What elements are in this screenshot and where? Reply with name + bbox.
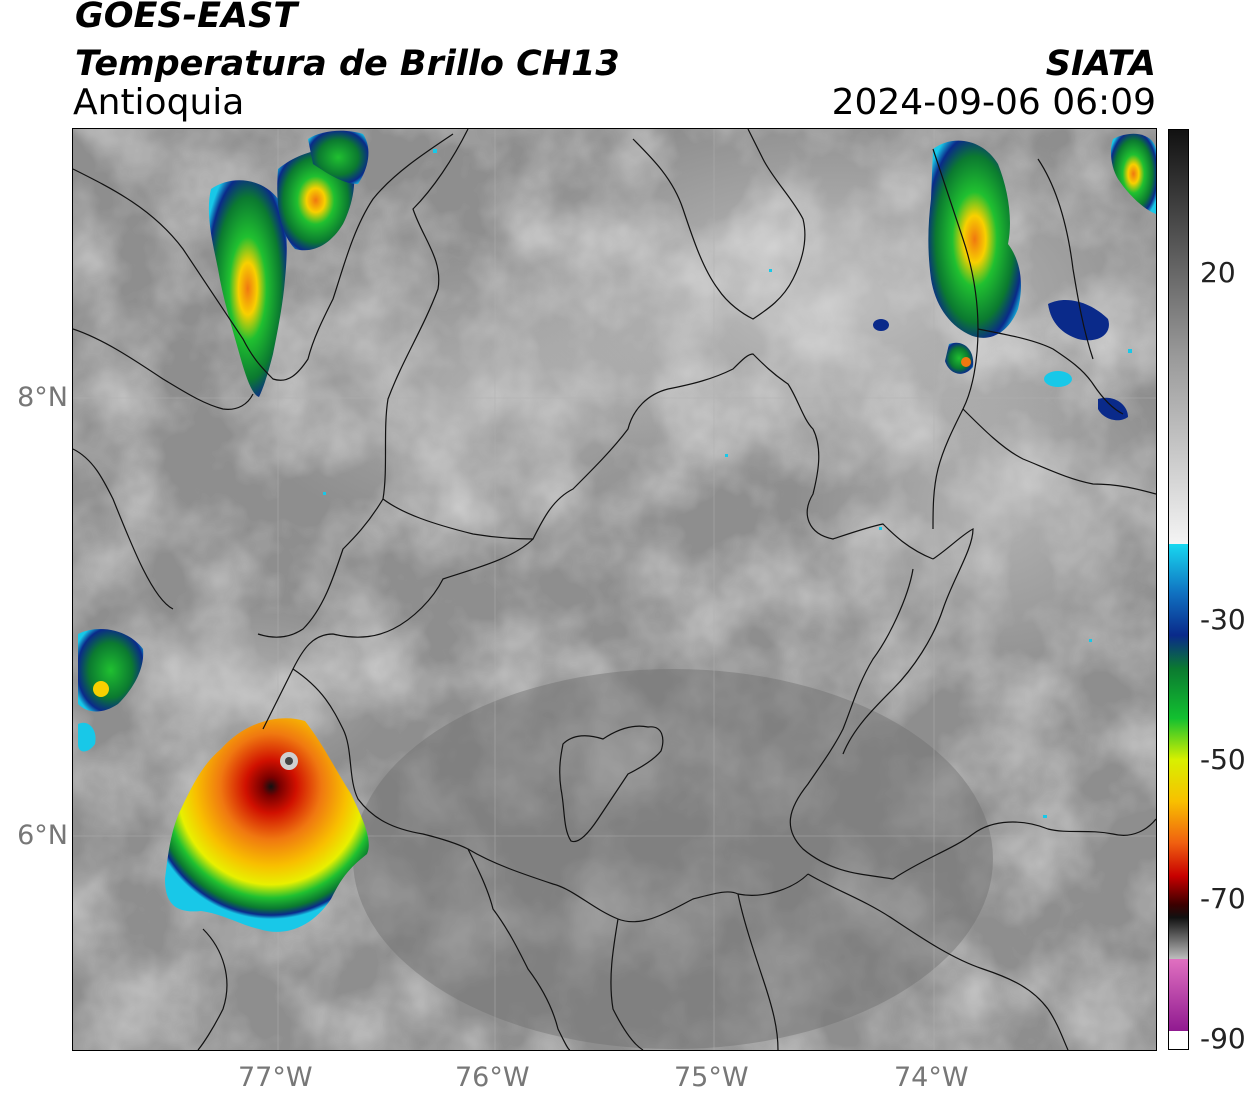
lon-tick-74w: 74°W [894, 1062, 969, 1093]
colorbar-tick-minus70: -70 [1200, 882, 1246, 915]
lon-tick-75w: 75°W [674, 1062, 749, 1093]
lon-tick-76w: 76°W [455, 1062, 530, 1093]
colorbar-tick-minus30: -30 [1200, 603, 1246, 636]
lon-tick-77w: 77°W [238, 1062, 313, 1093]
map-frame [72, 128, 1157, 1051]
brightness-temperature-map [73, 129, 1156, 1050]
region-title: Antioquia [73, 82, 245, 123]
lat-tick-6n: 6°N [17, 820, 68, 851]
colorbar-tick-minus90: -90 [1200, 1022, 1246, 1055]
datetime-label: 2024-09-06 06:09 [831, 82, 1156, 123]
lat-tick-8n: 8°N [17, 382, 68, 413]
colorbar-tick-20: 20 [1200, 256, 1236, 289]
colorbar-tick-minus50: -50 [1200, 743, 1246, 776]
temperature-colorbar [1168, 129, 1194, 1050]
product-title: Temperatura de Brillo CH13 [75, 44, 620, 84]
agency-title: SIATA [1045, 44, 1156, 84]
satellite-title: GOES-EAST [75, 0, 298, 36]
